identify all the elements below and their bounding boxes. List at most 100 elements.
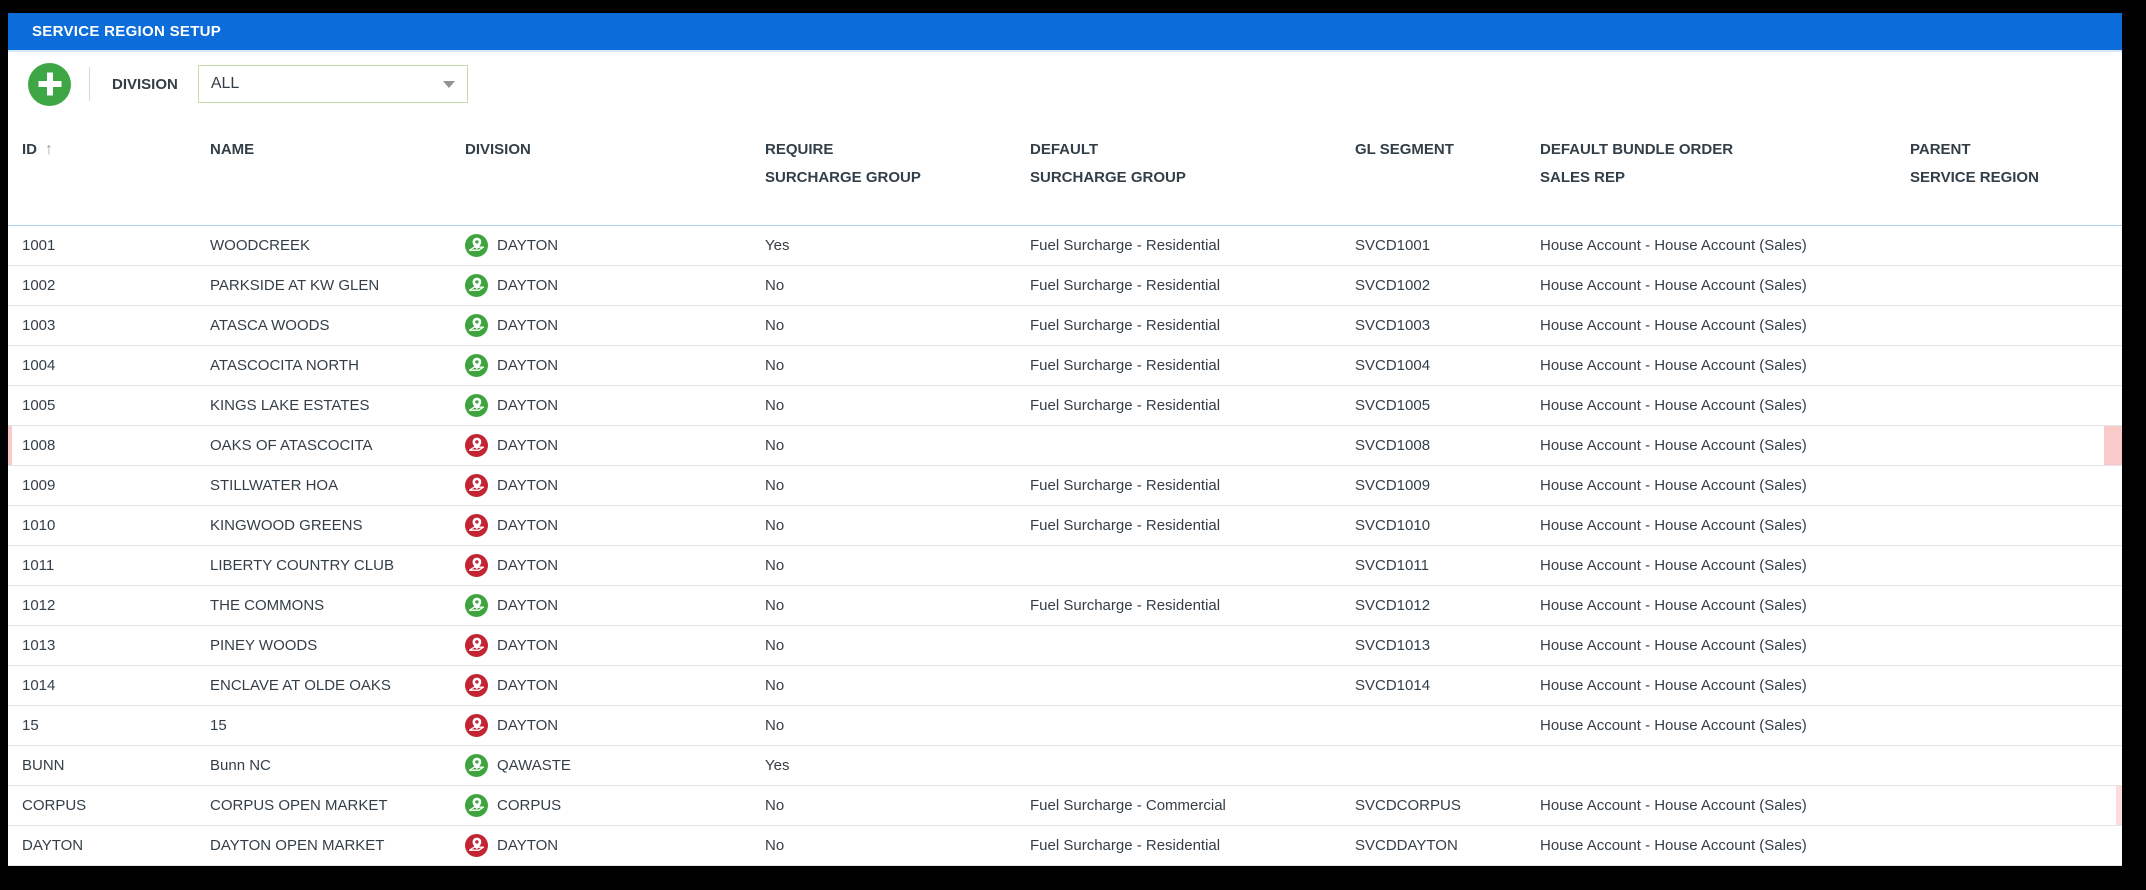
cell-id: 1014 [22,677,56,694]
cell-gl-segment: SVCD1004 [1355,357,1431,374]
division-filter-label: DIVISION [112,75,178,93]
table-row[interactable]: CORPUS CORPUS OPEN MARKET CORPUS No Fuel… [8,786,2122,826]
division-filter-dropdown[interactable]: ALL [197,65,468,103]
table-row[interactable]: 1005 KINGS LAKE ESTATES DAYTON No Fuel S… [8,386,2122,426]
table-row[interactable]: 1003 ATASCA WOODS DAYTON No Fuel Surchar… [8,306,2122,346]
cell-id: BUNN [22,757,65,774]
cell-division: DAYTON [463,394,763,417]
add-service-region-button[interactable] [28,62,71,106]
cell-default-surcharge-group: Fuel Surcharge - Residential [1030,357,1221,374]
cell-division: DAYTON [463,554,763,577]
cell-name: CORPUS OPEN MARKET [210,797,388,814]
cell-require-surcharge-group: No [765,597,785,614]
cell-id: CORPUS [22,797,87,814]
cell-default-surcharge-group: Fuel Surcharge - Residential [1030,237,1221,254]
cell-id: DAYTON [22,837,84,854]
cell-require-surcharge-group: No [765,277,785,294]
cell-division: DAYTON [463,834,763,857]
cell-id: 1009 [22,477,56,494]
table-body: 1001 WOODCREEK DAYTON Yes Fuel Surcharge… [8,226,2122,866]
column-header-require-surcharge-group[interactable]: REQUIRE SURCHARGE GROUP [765,141,921,186]
division-label: DAYTON [497,837,559,854]
division-label: DAYTON [497,237,559,254]
cell-require-surcharge-group: No [765,397,785,414]
column-header-default-bundle-order-sales-rep[interactable]: DEFAULT BUNDLE ORDER SALES REP [1540,141,1734,186]
cell-division: DAYTON [463,714,763,737]
cell-gl-segment: SVCD1003 [1355,317,1431,334]
table-row[interactable]: 1013 PINEY WOODS DAYTON No SVCD1013 Hous… [8,626,2122,666]
division-label: DAYTON [497,317,559,334]
cell-require-surcharge-group: No [765,437,785,454]
column-header-division[interactable]: DIVISION [465,141,531,158]
division-label: DAYTON [497,477,559,494]
division-map-pin-icon [465,674,488,697]
division-label: CORPUS [497,797,562,814]
column-header-parent-service-region[interactable]: PARENT SERVICE REGION [1910,141,2039,186]
cell-division: DAYTON [463,314,763,337]
cell-require-surcharge-group: No [765,517,785,534]
cell-default-bundle-order-sales-rep: House Account - House Account (Sales) [1540,557,1807,574]
cell-default-surcharge-group: Fuel Surcharge - Residential [1030,597,1221,614]
cell-require-surcharge-group: Yes [765,237,790,254]
table-row[interactable]: 1002 PARKSIDE AT KW GLEN DAYTON No Fuel … [8,266,2122,306]
cell-gl-segment: SVCD1012 [1355,597,1431,614]
cell-gl-segment: SVCD1008 [1355,437,1431,454]
page-title: SERVICE REGION SETUP [32,23,222,40]
cell-name: ATASCOCITA NORTH [210,357,359,374]
cell-default-surcharge-group: Fuel Surcharge - Residential [1030,277,1221,294]
division-label: DAYTON [497,437,559,454]
cell-division: DAYTON [463,634,763,657]
cell-default-bundle-order-sales-rep: House Account - House Account (Sales) [1540,797,1807,814]
cell-id: 1005 [22,397,56,414]
cell-default-surcharge-group: Fuel Surcharge - Residential [1030,517,1221,534]
table-row[interactable]: DAYTON DAYTON OPEN MARKET DAYTON No Fuel… [8,826,2122,866]
cell-default-bundle-order-sales-rep: House Account - House Account (Sales) [1540,677,1807,694]
division-map-pin-icon [465,594,488,617]
cell-default-surcharge-group: Fuel Surcharge - Residential [1030,837,1221,854]
cell-gl-segment: SVCD1013 [1355,637,1431,654]
column-header-name[interactable]: NAME [210,141,255,158]
cell-name: KINGWOOD GREENS [210,517,363,534]
table-row[interactable]: BUNN Bunn NC QAWASTE Yes [8,746,2122,786]
cell-default-bundle-order-sales-rep: House Account - House Account (Sales) [1540,317,1807,334]
cell-gl-segment: SVCD1014 [1355,677,1431,694]
column-header-gl-segment[interactable]: GL SEGMENT [1355,141,1454,158]
table-row[interactable]: 1010 KINGWOOD GREENS DAYTON No Fuel Surc… [8,506,2122,546]
table-row[interactable]: 1001 WOODCREEK DAYTON Yes Fuel Surcharge… [8,226,2122,266]
division-map-pin-icon [465,514,488,537]
cell-division: DAYTON [463,674,763,697]
cell-default-surcharge-group: Fuel Surcharge - Residential [1030,477,1221,494]
table-row[interactable]: 1004 ATASCOCITA NORTH DAYTON No Fuel Sur… [8,346,2122,386]
table-row[interactable]: 1012 THE COMMONS DAYTON No Fuel Surcharg… [8,586,2122,626]
table-row[interactable]: 1009 STILLWATER HOA DAYTON No Fuel Surch… [8,466,2122,506]
cell-name: KINGS LAKE ESTATES [210,397,370,414]
cell-gl-segment: SVCD1009 [1355,477,1431,494]
cell-division: DAYTON [463,514,763,537]
cell-name: THE COMMONS [210,597,325,614]
table-row[interactable]: 1008 OAKS OF ATASCOCITA DAYTON No SVCD10… [8,426,2122,466]
division-label: DAYTON [497,717,559,734]
column-header-id[interactable]: ID ↑ [8,136,208,225]
cell-name: DAYTON OPEN MARKET [210,837,385,854]
cell-division: QAWASTE [463,754,763,777]
division-map-pin-icon [465,754,488,777]
service-region-setup-window: SERVICE REGION SETUP DIVISION ALL ID ↑ NA… [8,13,2122,866]
cell-require-surcharge-group: No [765,317,785,334]
cell-name: ATASCA WOODS [210,317,330,334]
table-row[interactable]: 15 15 DAYTON No House Account - House Ac… [8,706,2122,746]
cell-gl-segment: SVCD1005 [1355,397,1431,414]
table-row[interactable]: 1011 LIBERTY COUNTRY CLUB DAYTON No SVCD… [8,546,2122,586]
division-map-pin-icon [465,834,488,857]
cell-gl-segment: SVCDDAYTON [1355,837,1458,854]
table-row[interactable]: 1014 ENCLAVE AT OLDE OAKS DAYTON No SVCD… [8,666,2122,706]
division-label: DAYTON [497,357,559,374]
cell-require-surcharge-group: No [765,637,785,654]
cell-default-surcharge-group: Fuel Surcharge - Residential [1030,397,1221,414]
cell-id: 1001 [22,237,56,254]
column-header-default-surcharge-group[interactable]: DEFAULT SURCHARGE GROUP [1030,141,1186,186]
cell-id: 1003 [22,317,56,334]
cell-default-bundle-order-sales-rep: House Account - House Account (Sales) [1540,837,1807,854]
cell-require-surcharge-group: No [765,797,785,814]
cell-name: Bunn NC [210,757,271,774]
cell-require-surcharge-group: No [765,717,785,734]
